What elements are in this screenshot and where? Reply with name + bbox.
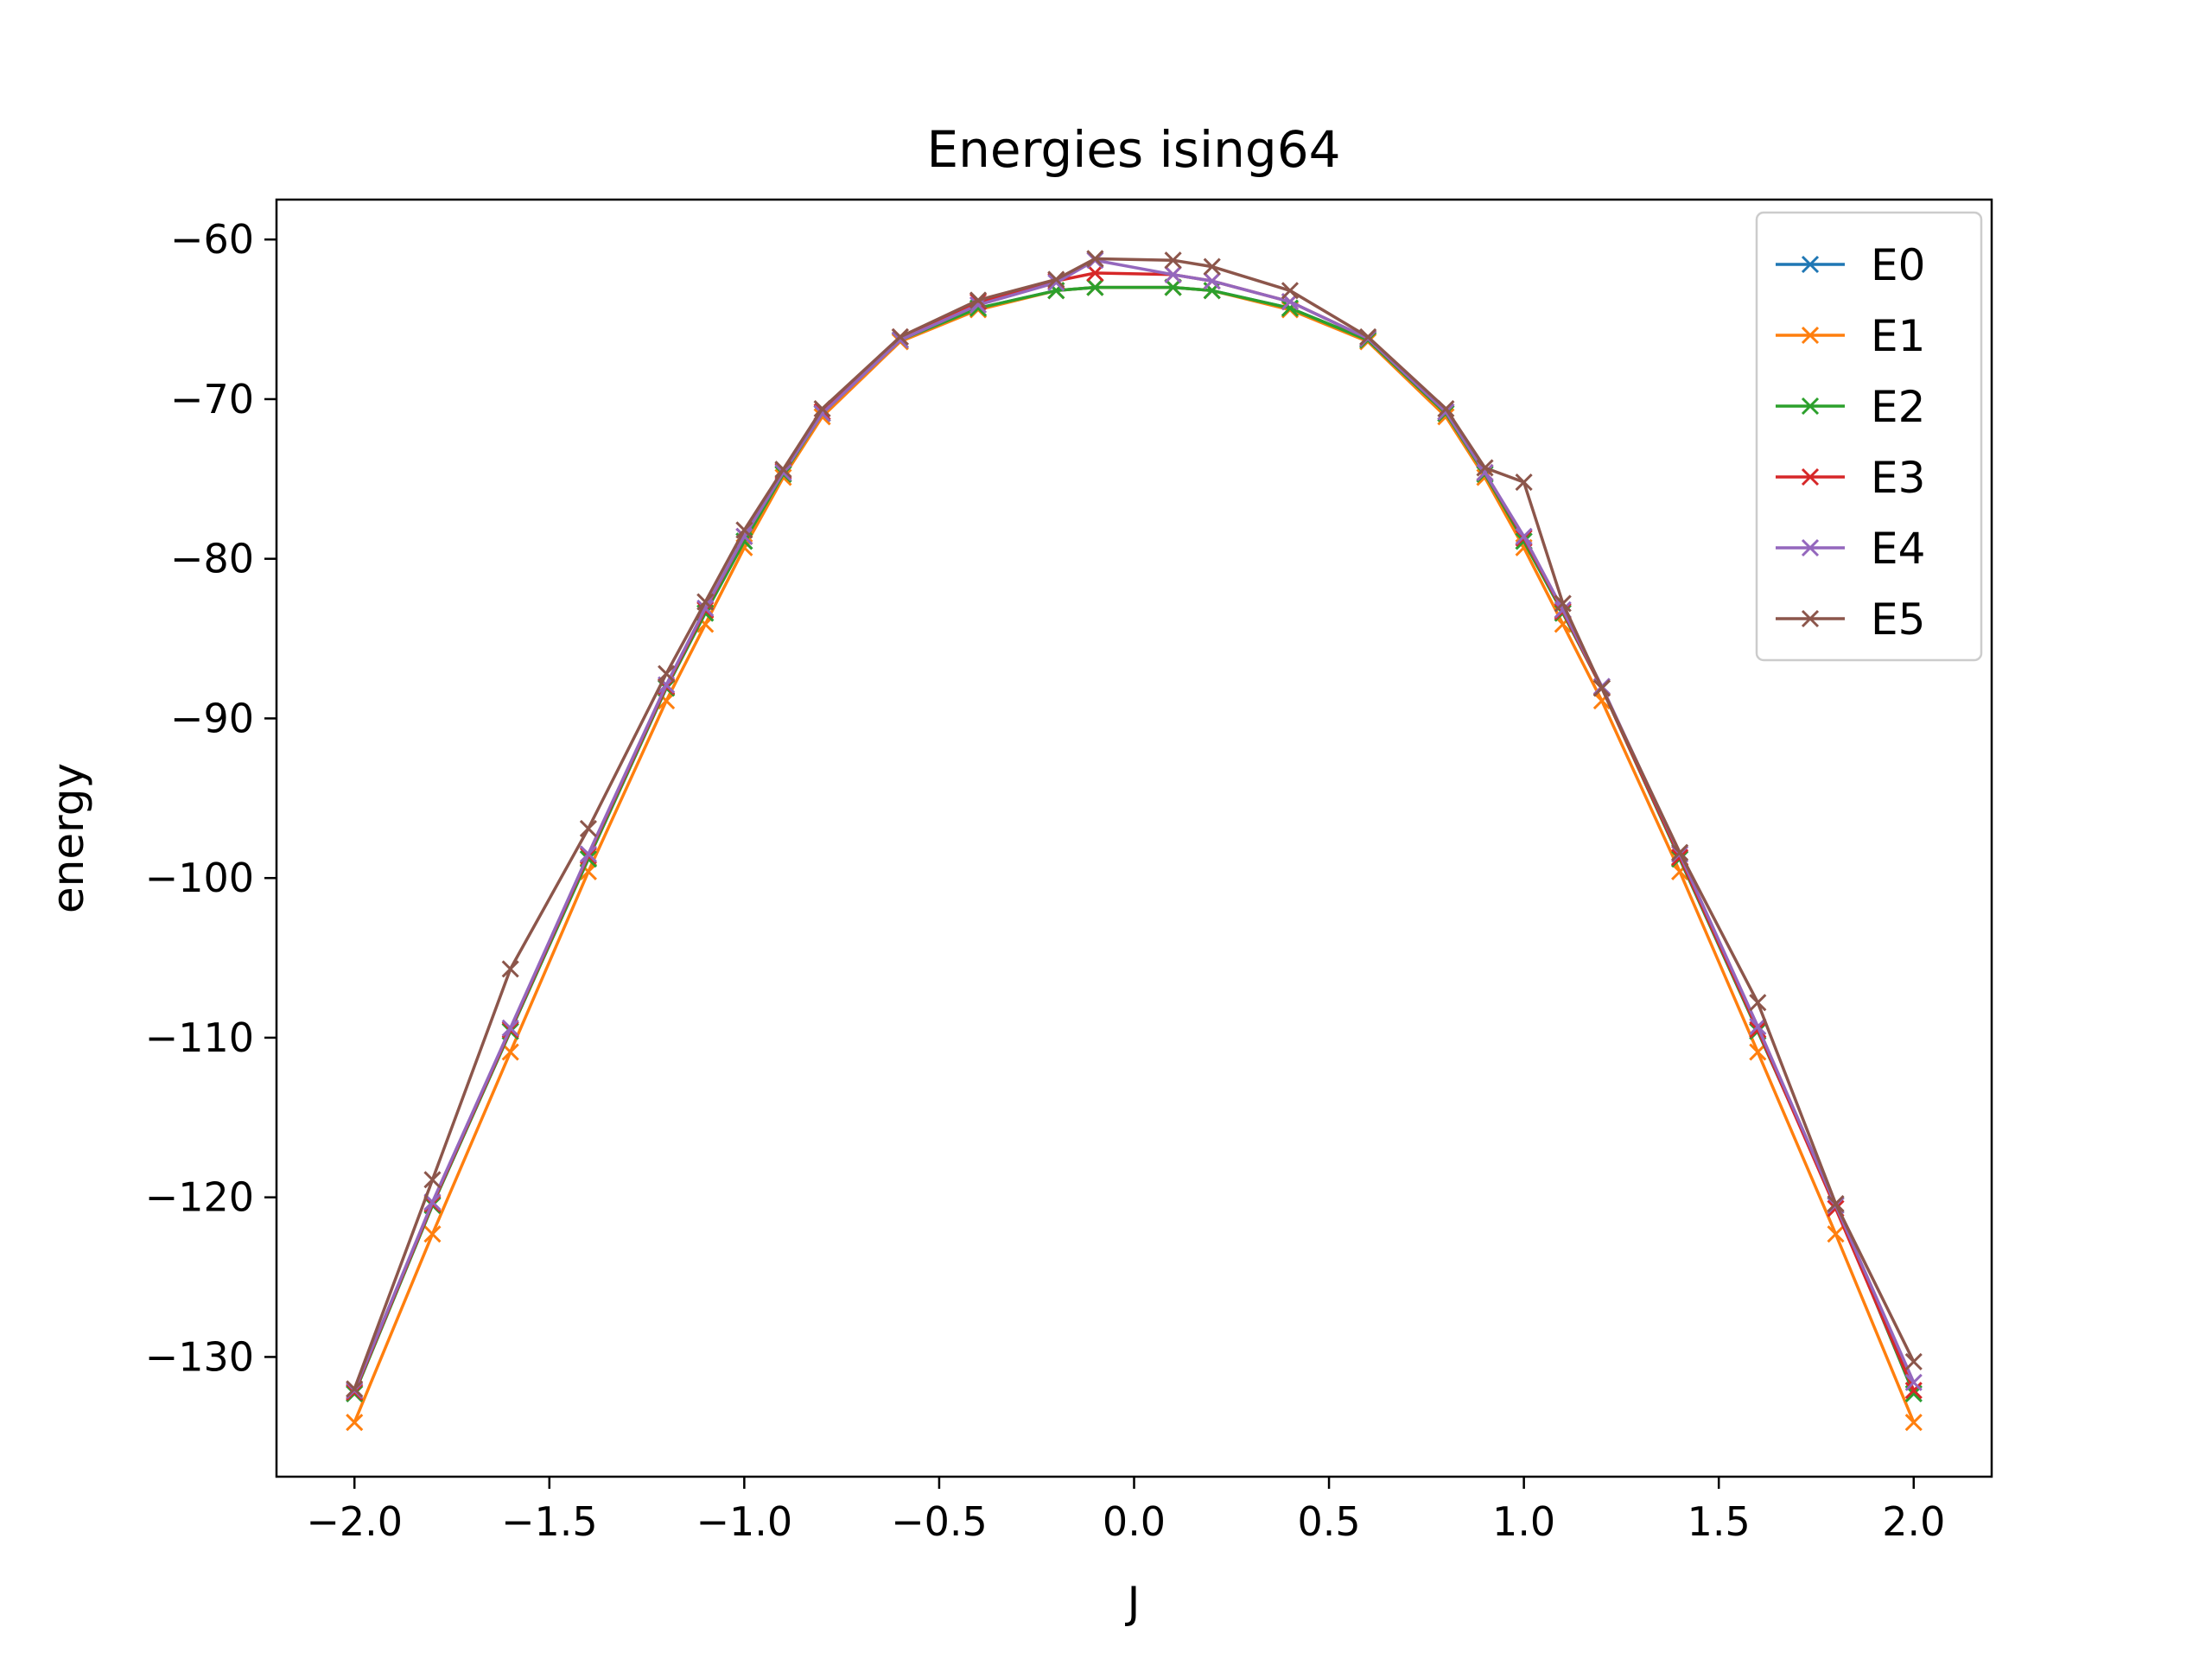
data-point-e5 (1554, 594, 1572, 613)
data-point-e5 (813, 399, 831, 418)
legend-label: E2 (1871, 382, 1925, 432)
y-tick-label: −120 (145, 1174, 254, 1221)
y-tick-label: −110 (145, 1014, 254, 1061)
legend-entry: E4 (1776, 524, 1925, 574)
data-point-e5 (1047, 270, 1065, 289)
data-point-e1 (501, 1043, 519, 1061)
legend-marker (1801, 255, 1820, 274)
legend-label: E5 (1871, 594, 1925, 645)
data-point-e4 (1904, 1373, 1923, 1392)
data-point-e3 (1086, 264, 1104, 283)
data-point-e3 (1904, 1382, 1923, 1400)
legend-marker (1801, 467, 1820, 486)
legend-entry: E2 (1776, 382, 1925, 432)
legend-marker (1801, 326, 1820, 345)
y-axis-label: energy (43, 763, 93, 913)
x-axis-ticks: −2.0 −1.5 −1.0 −0.5 0.0 0.5 1.0 1.5 2.0 (306, 1477, 1945, 1545)
data-point-e1 (423, 1225, 442, 1243)
x-tick-label: 1.0 (1492, 1498, 1555, 1545)
data-point-e5 (1164, 251, 1182, 270)
y-tick-label: −130 (145, 1333, 254, 1380)
series-line-e5 (353, 257, 1916, 1390)
plot-area (346, 250, 1923, 1432)
data-point-e5 (1671, 843, 1689, 861)
legend: E0 E1 E2 E3 E4 E5 (1755, 211, 1983, 662)
data-point-e5 (1904, 1352, 1923, 1371)
legend-label: E1 (1871, 311, 1925, 361)
x-tick-label: 0.5 (1297, 1498, 1360, 1545)
data-point-e5 (1086, 250, 1104, 268)
data-point-e5 (1476, 459, 1494, 477)
legend-marker (1801, 538, 1820, 557)
y-axis-ticks: −60 −70 −80 −90 −100 −110 −120 −130 (145, 216, 276, 1380)
legend-box (1755, 211, 1983, 662)
x-axis-label: J (1125, 1578, 1141, 1628)
data-point-e4 (579, 845, 597, 863)
data-point-e4 (1203, 272, 1221, 290)
data-point-e5 (346, 1380, 364, 1398)
legend-label: E3 (1871, 453, 1925, 503)
x-tick-label: −1.0 (696, 1498, 793, 1545)
data-point-e5 (735, 521, 753, 539)
data-point-e4 (1476, 463, 1494, 481)
x-tick-label: 1.5 (1688, 1498, 1751, 1545)
legend-entry: E3 (1776, 453, 1925, 503)
data-point-e1 (1904, 1414, 1923, 1432)
data-point-e1 (1827, 1225, 1845, 1243)
data-point-e1 (1749, 1043, 1767, 1061)
data-point-e2 (1164, 278, 1182, 296)
data-point-e5 (891, 327, 909, 346)
legend-entry: E5 (1776, 594, 1925, 645)
legend-label: E0 (1871, 240, 1925, 290)
series-e5 (346, 250, 1923, 1398)
data-point-e5 (774, 461, 792, 479)
legend-marker (1801, 609, 1820, 628)
data-point-e5 (696, 593, 715, 611)
data-point-e5 (1592, 679, 1611, 697)
x-tick-label: −2.0 (306, 1498, 403, 1545)
data-point-e2 (1086, 278, 1104, 296)
data-point-e5 (658, 664, 676, 683)
legend-marker (1801, 397, 1820, 416)
y-tick-label: −80 (170, 536, 254, 582)
data-point-e5 (1359, 327, 1377, 346)
data-point-e1 (346, 1414, 364, 1432)
data-point-e5 (1203, 257, 1221, 276)
data-point-e4 (1515, 527, 1533, 545)
legend-label: E4 (1871, 524, 1925, 574)
x-tick-label: 0.0 (1103, 1498, 1166, 1545)
y-tick-label: −60 (170, 216, 254, 263)
legend-entry: E0 (1776, 240, 1925, 290)
data-point-e4 (1749, 1017, 1767, 1036)
x-tick-label: 2.0 (1882, 1498, 1945, 1545)
data-point-e5 (969, 291, 988, 309)
data-point-e4 (1164, 265, 1182, 283)
chart-title: Energies ising64 (926, 120, 1340, 179)
y-tick-label: −100 (145, 855, 254, 901)
x-tick-label: −0.5 (891, 1498, 988, 1545)
data-point-e5 (1749, 994, 1767, 1012)
data-point-e5 (1515, 473, 1533, 492)
data-point-e5 (1437, 399, 1455, 418)
data-point-e5 (1281, 282, 1300, 300)
x-tick-label: −1.5 (501, 1498, 598, 1545)
data-point-e4 (501, 1019, 519, 1037)
data-point-e5 (501, 960, 519, 978)
y-tick-label: −90 (170, 695, 254, 741)
data-point-e5 (579, 819, 597, 837)
data-point-e5 (1827, 1195, 1845, 1213)
y-tick-label: −70 (170, 376, 254, 423)
data-point-e5 (423, 1171, 442, 1189)
legend-entry: E1 (1776, 311, 1925, 361)
